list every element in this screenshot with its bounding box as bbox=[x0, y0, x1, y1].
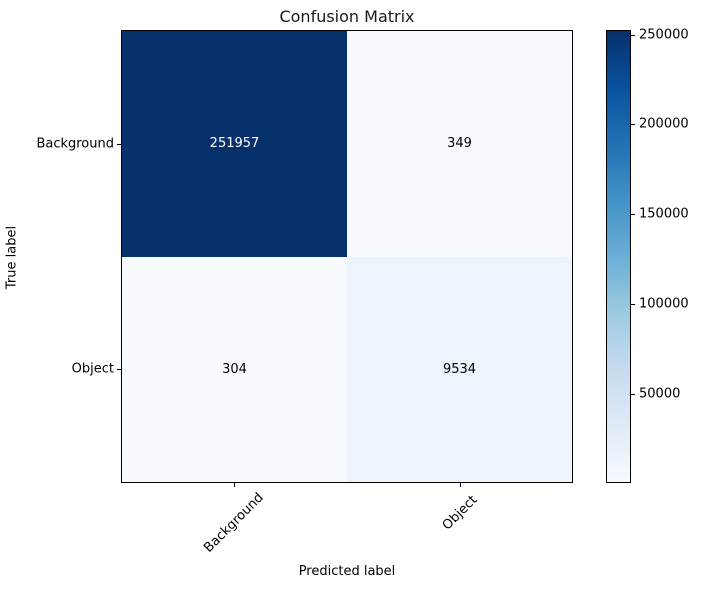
y-axis-label: True label bbox=[4, 225, 20, 290]
y-tick-mark bbox=[117, 144, 121, 145]
matrix-cell-true-object-pred-background: 304 bbox=[122, 256, 347, 482]
colorbar bbox=[606, 30, 631, 483]
x-tick-label-object: Object bbox=[439, 492, 481, 534]
colorbar-tick-mark bbox=[631, 304, 635, 305]
matrix-cell-true-object-pred-object: 9534 bbox=[347, 256, 572, 482]
x-tick-mark bbox=[234, 483, 235, 487]
heatmap-plot-area: 251957 349 304 9534 bbox=[121, 30, 573, 483]
x-axis-label: Predicted label bbox=[298, 564, 396, 579]
colorbar-tick-label-100000: 100000 bbox=[639, 296, 689, 312]
colorbar-tick-mark bbox=[631, 124, 635, 125]
x-tick-label-background: Background bbox=[201, 490, 267, 556]
y-tick-mark bbox=[117, 369, 121, 370]
matrix-cell-true-background-pred-object: 349 bbox=[347, 31, 572, 257]
y-tick-label-object: Object bbox=[71, 361, 114, 377]
colorbar-tick-mark bbox=[631, 35, 635, 36]
x-tick-mark bbox=[460, 483, 461, 487]
matrix-cell-true-background-pred-background: 251957 bbox=[122, 31, 347, 257]
chart-title: Confusion Matrix bbox=[279, 7, 415, 26]
colorbar-tick-label-200000: 200000 bbox=[639, 116, 689, 132]
y-tick-label-background: Background bbox=[36, 136, 114, 152]
colorbar-tick-label-250000: 250000 bbox=[639, 27, 689, 43]
colorbar-tick-label-150000: 150000 bbox=[639, 206, 689, 222]
colorbar-tick-mark bbox=[631, 214, 635, 215]
colorbar-tick-label-50000: 50000 bbox=[639, 386, 681, 402]
colorbar-tick-mark bbox=[631, 394, 635, 395]
